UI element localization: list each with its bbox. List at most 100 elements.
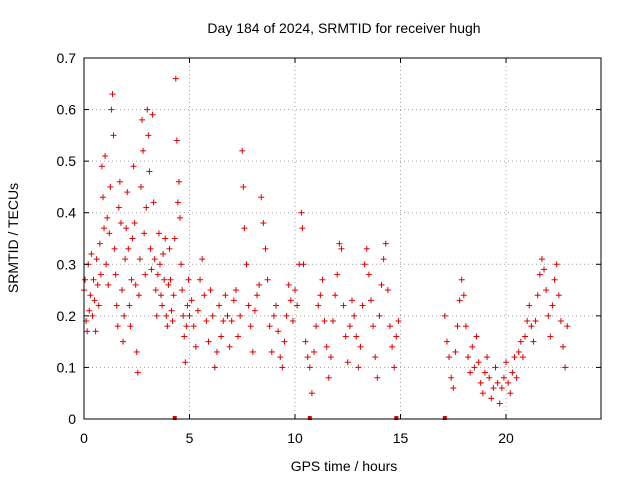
data-point [218,333,225,340]
data-point [158,292,165,299]
data-point [232,287,239,294]
data-point [240,183,247,190]
data-point [308,390,315,397]
data-point [128,276,135,283]
data-point [330,318,337,325]
data-point [235,333,242,340]
data-point [185,276,192,283]
data-point [170,292,177,299]
data-point [99,194,106,201]
data-point [285,281,292,288]
data-point [319,276,326,283]
data-point [105,281,112,288]
data-point [228,318,235,325]
data-point [153,312,160,319]
data-point [477,379,484,386]
data-point [384,287,391,294]
data-point [224,312,231,319]
data-point [551,276,558,283]
y-tick-label: 0.6 [57,102,77,118]
data-point [528,323,535,330]
data-point [359,302,366,309]
data-point [163,312,170,319]
data-point [311,348,318,355]
data-point [86,307,93,314]
data-point [88,250,95,257]
data-point [152,287,159,294]
data-point [92,328,99,335]
data-point [124,189,131,196]
data-point [458,276,465,283]
data-point [452,348,459,355]
data-point [441,312,448,319]
data-point [292,287,299,294]
data-point [108,106,115,113]
baseline-marker [172,416,177,420]
data-point [260,220,267,227]
data-point [298,209,305,216]
y-tick-label: 0.2 [57,308,77,324]
x-tick-label: 10 [287,430,303,446]
data-point [230,297,237,304]
data-point [348,297,355,304]
data-point [323,343,330,350]
data-point [273,302,280,309]
data-point [181,333,188,340]
data-point [338,245,345,252]
x-axis-label: GPS time / hours [291,458,398,474]
data-point [94,281,101,288]
data-point [515,348,522,355]
data-point [492,364,499,371]
data-point [270,312,277,319]
data-point [264,276,271,283]
data-point [95,302,102,309]
data-point [395,318,402,325]
data-point [169,318,176,325]
data-point [184,302,191,309]
data-point [386,323,393,330]
plot-frame [83,57,602,420]
data-point [545,312,552,319]
data-point [517,338,524,345]
data-point [132,281,139,288]
data-point [220,318,227,325]
y-tick-label: 0.5 [57,153,77,169]
data-point [175,178,182,185]
data-point [150,199,157,206]
data-point [112,271,119,278]
data-point [161,276,168,283]
x-tick-label: 20 [498,430,514,446]
data-point [226,343,233,350]
data-point [197,276,204,283]
data-point [213,348,220,355]
data-point [107,183,114,190]
data-point [340,302,347,309]
data-point [443,338,450,345]
data-point [538,256,545,263]
data-point [346,323,353,330]
data-point [553,261,560,268]
data-point [481,369,488,376]
data-point [87,292,94,299]
data-point [393,333,400,340]
data-point [462,323,469,330]
data-point [147,245,154,252]
data-point [353,333,360,340]
data-point [129,235,136,242]
data-point [93,256,100,263]
data-point [162,235,169,242]
data-point [183,323,190,330]
data-point [302,338,309,345]
data-point [534,292,541,299]
data-point [332,292,339,299]
data-point [448,374,455,381]
data-point [374,374,381,381]
data-point [115,204,122,211]
data-point [126,302,133,309]
grid [84,58,601,419]
data-point [222,292,229,299]
data-point [164,323,171,330]
data-point [211,364,218,371]
data-point [104,214,111,221]
